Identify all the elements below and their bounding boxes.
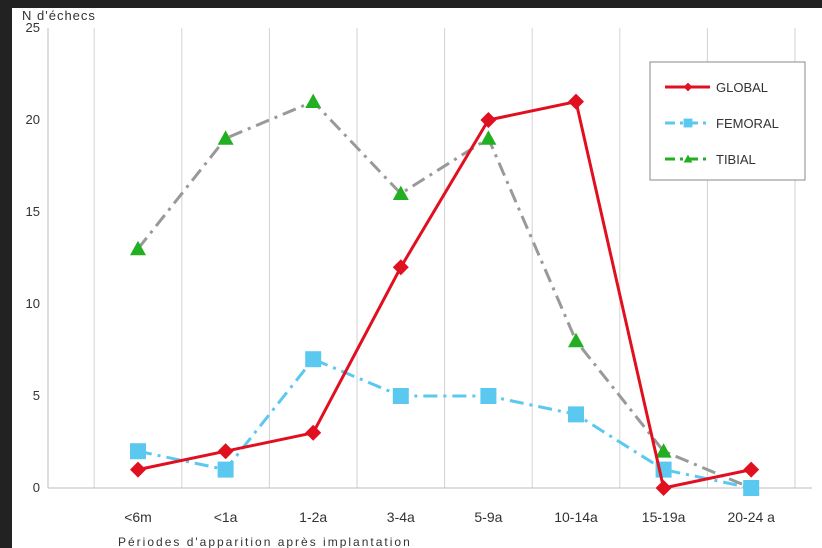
data-point-global	[480, 112, 497, 128]
legend-box	[649, 61, 806, 181]
data-point-global	[683, 82, 693, 92]
y-axis-title: N d'échecs	[22, 8, 96, 23]
data-point-femoral	[743, 480, 760, 496]
data-point-femoral	[683, 118, 693, 128]
x-tick-label: <6m	[124, 509, 152, 525]
data-point-tibial	[655, 443, 672, 458]
data-point-tibial	[217, 130, 234, 145]
axes: 0 5 10 15 20 25 <6m <1a 1-2a 3-4a 5-9a 10-14a 15-19a…	[26, 20, 812, 525]
x-tick-label: 1-2a	[299, 509, 327, 525]
data-point-global	[392, 259, 409, 276]
data-point-femoral	[130, 443, 146, 460]
data-point-tibial	[130, 240, 146, 256]
data-point-global	[568, 93, 584, 110]
x-tick-label: 3-4a	[387, 509, 415, 525]
data-point-femoral	[568, 406, 584, 423]
data-point-femoral	[217, 461, 234, 478]
legend: GLOBAL FEMORAL TIBIAL	[649, 61, 806, 181]
data-point-global	[655, 480, 672, 496]
y-tick-label: 10	[26, 296, 40, 311]
x-axis-title: Périodes d'apparition après implantation	[118, 535, 412, 548]
series-line-femoral	[137, 357, 752, 490]
series-group	[130, 93, 760, 496]
data-point-femoral	[480, 388, 497, 404]
y-tick-label: 15	[26, 204, 40, 219]
x-tick-label: 10-14a	[554, 509, 598, 525]
x-tick-label: 15-19a	[642, 509, 686, 525]
data-point-global	[130, 461, 146, 478]
data-point-tibial	[683, 154, 693, 163]
x-tick-label: 20-24 a	[727, 509, 775, 525]
data-point-global	[217, 443, 234, 460]
data-point-global	[743, 461, 760, 478]
y-tick-label: 5	[33, 388, 40, 403]
y-tick-label: 25	[26, 20, 40, 35]
data-point-tibial	[480, 130, 497, 145]
data-point-femoral	[305, 351, 322, 368]
data-point-tibial	[392, 185, 409, 200]
legend-label-global: GLOBAL	[716, 80, 768, 95]
data-point-global	[305, 424, 322, 441]
x-tick-label: 5-9a	[474, 509, 502, 525]
series-line-tibial	[136, 99, 752, 490]
data-point-tibial	[305, 93, 322, 108]
data-point-femoral	[392, 388, 409, 404]
x-tick-label: <1a	[214, 509, 238, 525]
data-point-tibial	[568, 332, 584, 348]
y-tick-label: 20	[26, 112, 40, 127]
y-tick-label: 0	[33, 480, 40, 495]
legend-label-femoral: FEMORAL	[716, 116, 779, 131]
legend-label-tibial: TIBIAL	[716, 152, 756, 167]
series-line-global	[137, 99, 752, 490]
